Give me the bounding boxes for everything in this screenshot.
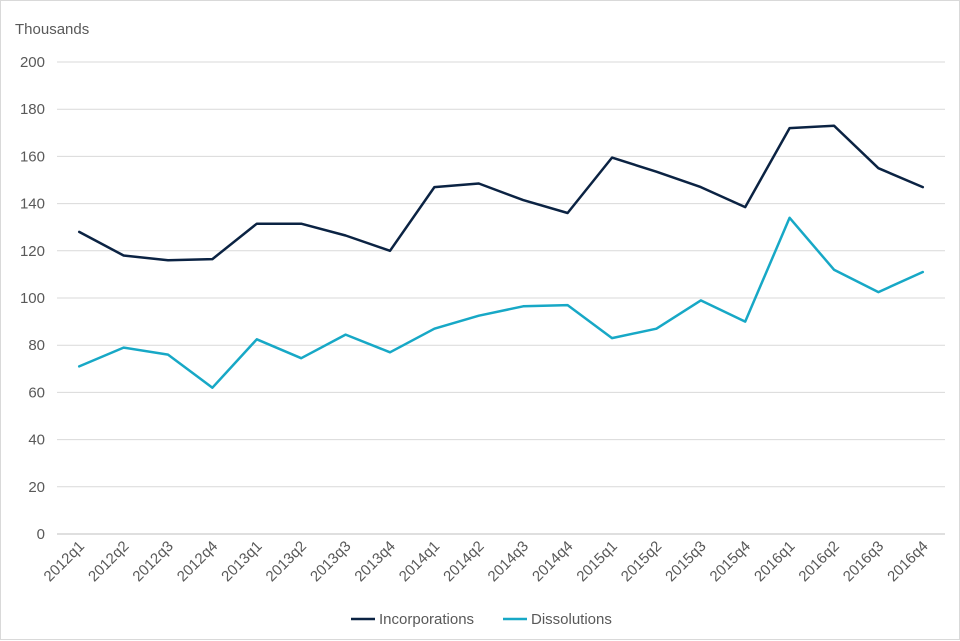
y-tick-label: 180: [20, 101, 45, 118]
gridlines: [57, 61, 945, 535]
x-tick-label: 2012q3: [129, 538, 176, 585]
y-axis-ticks: 0 20 40 60 80 100 120 140 160 180 200: [20, 54, 45, 543]
x-tick-label: 2014q3: [485, 538, 532, 585]
x-tick-label: 2014q4: [529, 538, 576, 585]
x-tick-label: 2014q1: [396, 538, 443, 585]
series-lines: [77, 124, 925, 389]
x-tick-label: 2012q4: [174, 538, 221, 585]
y-axis-unit-label: Thousands: [15, 21, 89, 38]
legend: Incorporations Dissolutions: [351, 611, 612, 628]
legend-item-dissolutions: Dissolutions: [503, 611, 612, 628]
x-tick-label: 2012q1: [41, 538, 88, 585]
y-tick-label: 40: [28, 432, 45, 449]
y-tick-label: 0: [37, 526, 45, 543]
y-tick-label: 60: [28, 384, 45, 401]
legend-label: Incorporations: [379, 611, 474, 628]
x-tick-label: 2015q1: [573, 538, 620, 585]
x-tick-label: 2014q2: [440, 538, 487, 585]
x-tick-label: 2016q2: [795, 538, 842, 585]
x-axis-ticks: 2012q12012q22012q32012q42013q12013q22013…: [41, 538, 932, 585]
y-tick-label: 200: [20, 54, 45, 71]
y-tick-label: 100: [20, 290, 45, 307]
y-tick-label: 80: [28, 337, 45, 354]
x-tick-label: 2015q2: [618, 538, 665, 585]
x-tick-label: 2016q1: [751, 538, 798, 585]
x-tick-label: 2013q1: [218, 538, 265, 585]
x-tick-label: 2012q2: [85, 538, 132, 585]
y-tick-label: 20: [28, 479, 45, 496]
x-tick-label: 2013q3: [307, 538, 354, 585]
y-tick-label: 140: [20, 196, 45, 213]
x-tick-label: 2015q4: [707, 538, 754, 585]
x-tick-label: 2016q3: [840, 538, 887, 585]
x-tick-label: 2016q4: [884, 538, 931, 585]
legend-item-incorporations: Incorporations: [351, 611, 474, 628]
y-tick-label: 120: [20, 243, 45, 260]
legend-label: Dissolutions: [531, 611, 612, 628]
x-tick-label: 2015q3: [662, 538, 709, 585]
x-tick-label: 2013q4: [351, 538, 398, 585]
series-line-incorporations: [77, 124, 925, 262]
series-line-dissolutions: [77, 216, 925, 389]
x-tick-label: 2013q2: [263, 538, 310, 585]
y-tick-label: 160: [20, 148, 45, 165]
